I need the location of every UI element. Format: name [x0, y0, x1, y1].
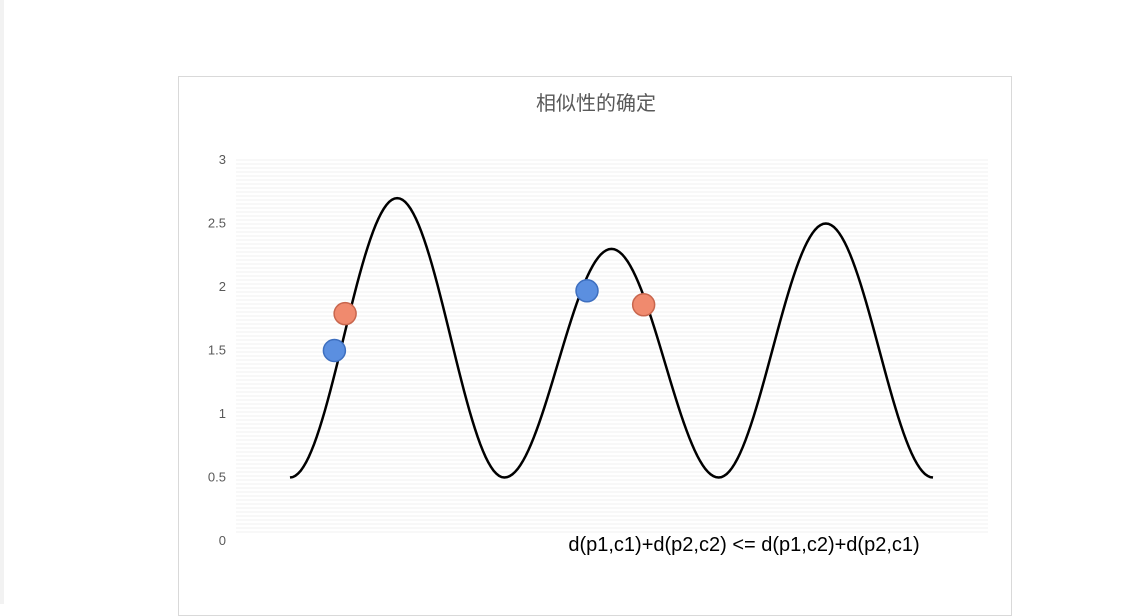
- y-tick-label: 1: [219, 406, 226, 421]
- formula-annotation: d(p1,c1)+d(p2,c2) <= d(p1,c2)+d(p2,c1): [568, 534, 919, 556]
- chart-title: 相似性的确定: [536, 91, 656, 115]
- y-tick-label: 1.5: [208, 343, 226, 358]
- data-point-2: [333, 301, 357, 326]
- chart-grid: [236, 159, 988, 533]
- y-axis-ticks: 0 0.5 1 1.5 2 2.5 3: [208, 152, 226, 548]
- data-points: [322, 279, 656, 363]
- series-curve: [289, 196, 934, 479]
- data-point-4: [631, 293, 656, 317]
- y-tick-label: 2: [219, 279, 226, 294]
- y-tick-label: 3: [219, 152, 226, 167]
- data-point-3: [575, 279, 599, 303]
- chart-container: [178, 76, 1012, 616]
- data-point-1: [322, 338, 347, 363]
- y-tick-label: 2.5: [208, 216, 226, 231]
- page-left-rule: [0, 0, 4, 604]
- y-tick-label: 0: [219, 533, 226, 548]
- y-tick-label: 0.5: [208, 470, 226, 485]
